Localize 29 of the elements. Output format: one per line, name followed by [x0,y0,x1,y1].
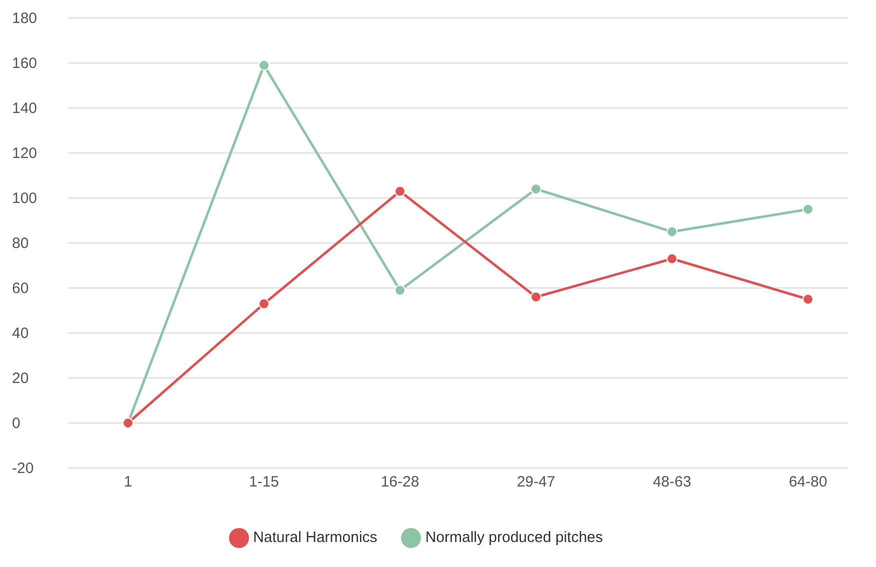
y-tick-label: 0 [12,415,20,432]
point [258,60,270,71]
point [530,184,542,194]
y-tick-label: 40 [12,325,29,342]
point [258,298,270,310]
y-tick-label: 160 [12,55,38,72]
y-tick-label: 180 [12,10,38,27]
legend-label: Natural Harmonics [253,528,378,546]
y-tick-label: 20 [12,370,29,387]
x-tick-label: 1 [124,474,132,491]
point [666,226,678,238]
y-tick-label: 140 [12,100,38,117]
point [802,204,814,215]
y-tick-label: 120 [12,145,38,162]
x-tick-label: 29-47 [516,474,556,491]
point [394,186,406,197]
point [394,284,406,296]
y-tick-label: 80 [12,235,29,252]
point [666,253,678,264]
point [802,294,814,305]
x-tick-label: 1-15 [248,474,280,491]
y-tick-label: 100 [12,190,38,207]
x-tick-label: 48-63 [652,474,692,491]
x-tick-label: 64-80 [788,474,828,491]
point [530,292,542,302]
x-tick-label: 16-28 [380,474,420,491]
legend-label: Normally produced pitches [425,528,603,546]
y-tick-label: 60 [12,280,29,297]
y-tick-label: -20 [12,460,34,477]
